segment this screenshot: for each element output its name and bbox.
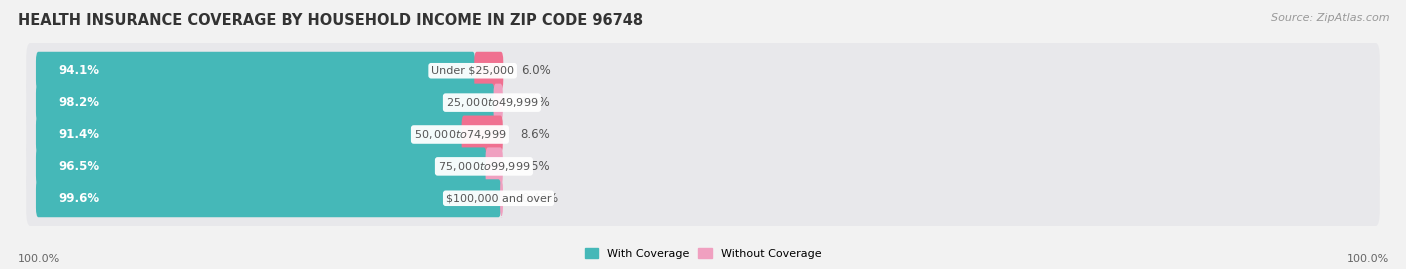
Text: 1.8%: 1.8%	[520, 96, 550, 109]
Text: 96.5%: 96.5%	[59, 160, 100, 173]
Text: 6.0%: 6.0%	[522, 64, 551, 77]
Text: 100.0%: 100.0%	[18, 254, 60, 264]
FancyBboxPatch shape	[461, 115, 503, 154]
Text: 0.43%: 0.43%	[520, 192, 558, 205]
Text: 94.1%: 94.1%	[59, 64, 100, 77]
Text: $100,000 and over: $100,000 and over	[446, 193, 551, 203]
FancyBboxPatch shape	[37, 84, 495, 122]
Text: 3.5%: 3.5%	[520, 160, 550, 173]
FancyBboxPatch shape	[474, 52, 503, 90]
Text: Source: ZipAtlas.com: Source: ZipAtlas.com	[1271, 13, 1389, 23]
FancyBboxPatch shape	[27, 107, 1379, 162]
FancyBboxPatch shape	[501, 179, 503, 217]
Text: 98.2%: 98.2%	[59, 96, 100, 109]
Text: HEALTH INSURANCE COVERAGE BY HOUSEHOLD INCOME IN ZIP CODE 96748: HEALTH INSURANCE COVERAGE BY HOUSEHOLD I…	[18, 13, 644, 29]
Text: 91.4%: 91.4%	[59, 128, 100, 141]
Text: $50,000 to $74,999: $50,000 to $74,999	[413, 128, 506, 141]
Text: Under $25,000: Under $25,000	[432, 66, 515, 76]
Text: $75,000 to $99,999: $75,000 to $99,999	[437, 160, 530, 173]
FancyBboxPatch shape	[27, 171, 1379, 226]
FancyBboxPatch shape	[27, 139, 1379, 194]
Text: 99.6%: 99.6%	[59, 192, 100, 205]
FancyBboxPatch shape	[494, 84, 503, 122]
FancyBboxPatch shape	[27, 75, 1379, 130]
Text: $25,000 to $49,999: $25,000 to $49,999	[446, 96, 538, 109]
FancyBboxPatch shape	[37, 147, 486, 185]
FancyBboxPatch shape	[37, 179, 501, 217]
FancyBboxPatch shape	[485, 147, 503, 185]
FancyBboxPatch shape	[37, 52, 475, 90]
Text: 8.6%: 8.6%	[520, 128, 550, 141]
FancyBboxPatch shape	[37, 115, 463, 154]
Legend: With Coverage, Without Coverage: With Coverage, Without Coverage	[581, 244, 825, 263]
Text: 100.0%: 100.0%	[1347, 254, 1389, 264]
FancyBboxPatch shape	[27, 43, 1379, 98]
